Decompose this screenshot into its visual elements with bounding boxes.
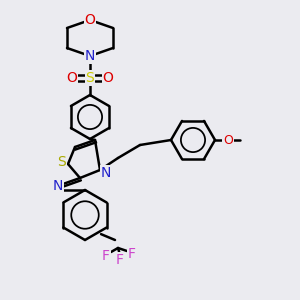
Text: O: O bbox=[103, 71, 113, 85]
Text: O: O bbox=[67, 71, 77, 85]
Text: F: F bbox=[102, 249, 110, 263]
Text: O: O bbox=[85, 13, 95, 27]
Text: N: N bbox=[85, 49, 95, 63]
Text: N: N bbox=[101, 166, 111, 180]
Text: S: S bbox=[85, 71, 94, 85]
Text: S: S bbox=[58, 155, 66, 169]
Text: F: F bbox=[116, 253, 124, 267]
Text: O: O bbox=[223, 134, 233, 146]
Text: F: F bbox=[128, 247, 136, 261]
Text: N: N bbox=[53, 179, 63, 193]
